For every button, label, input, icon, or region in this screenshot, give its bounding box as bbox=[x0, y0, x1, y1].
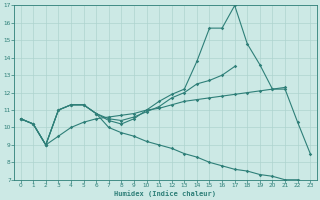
X-axis label: Humidex (Indice chaleur): Humidex (Indice chaleur) bbox=[115, 190, 216, 197]
